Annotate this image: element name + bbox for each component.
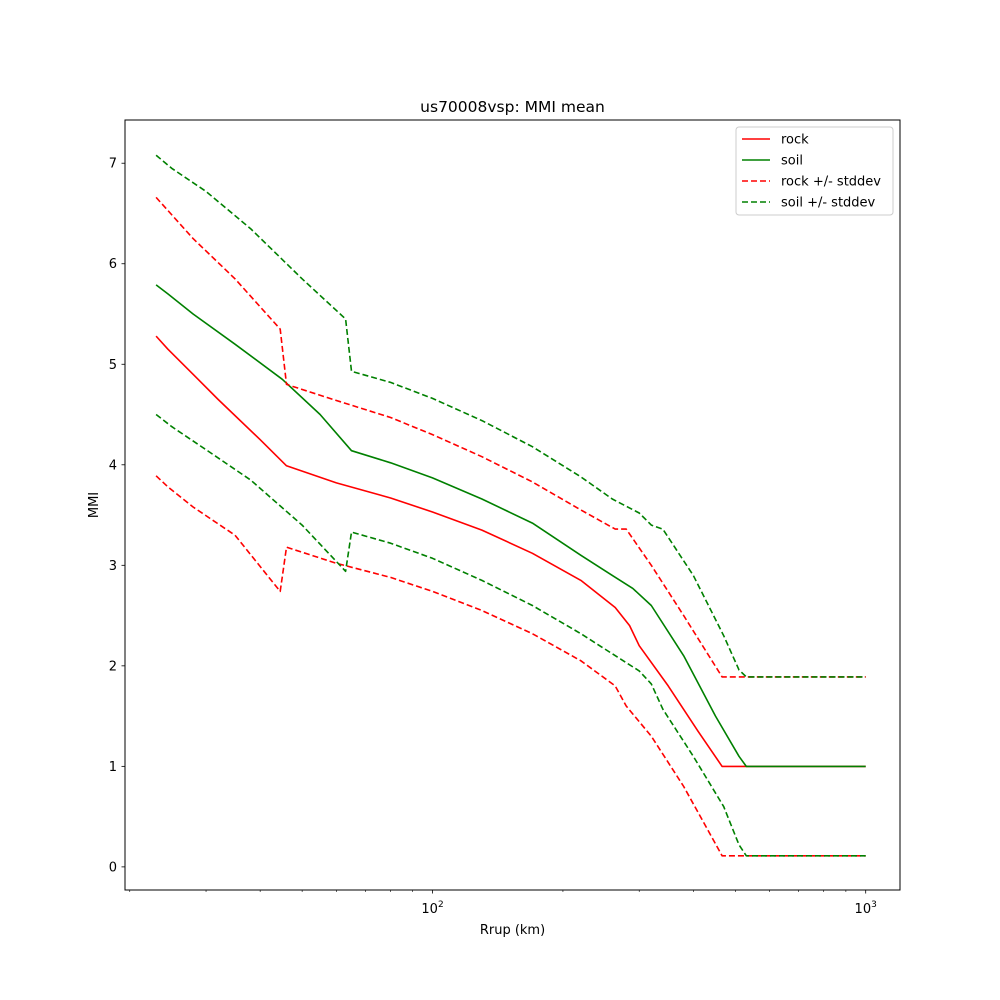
y-axis-label: MMI	[87, 492, 102, 518]
series-line-2	[155, 196, 866, 678]
legend-box	[735, 126, 894, 216]
x-axis: 102 103	[129, 890, 877, 917]
series-line-5	[155, 413, 866, 857]
legend-label: rock	[781, 133, 809, 148]
series-line-1	[155, 284, 866, 768]
y-axis: 0 1 2 3 4 5 6 7	[109, 157, 125, 875]
y-tick-label: 7	[109, 157, 117, 172]
chart-title: us70008vsp: MMI mean	[420, 98, 605, 116]
series-line-0	[155, 335, 866, 768]
y-tick-label: 0	[109, 860, 117, 875]
series-line-3	[155, 475, 866, 857]
legend-label: rock +/- stddev	[781, 175, 881, 190]
series-layer	[155, 154, 866, 857]
plot-area	[155, 154, 866, 857]
legend-label: soil	[781, 154, 803, 169]
series-line-4	[155, 154, 866, 678]
y-tick-label: 5	[109, 358, 117, 373]
y-tick-label: 2	[109, 659, 117, 674]
legend: rock soil rock +/- stddev soil +/- stddev	[735, 126, 894, 216]
y-tick-label: 3	[109, 559, 117, 574]
y-tick-label: 4	[109, 458, 117, 473]
legend-label: soil +/- stddev	[781, 196, 876, 211]
x-axis-label: Rrup (km)	[480, 923, 545, 938]
plot-frame	[124, 119, 901, 891]
y-tick-label: 1	[109, 760, 117, 775]
y-tick-label: 6	[109, 257, 117, 272]
